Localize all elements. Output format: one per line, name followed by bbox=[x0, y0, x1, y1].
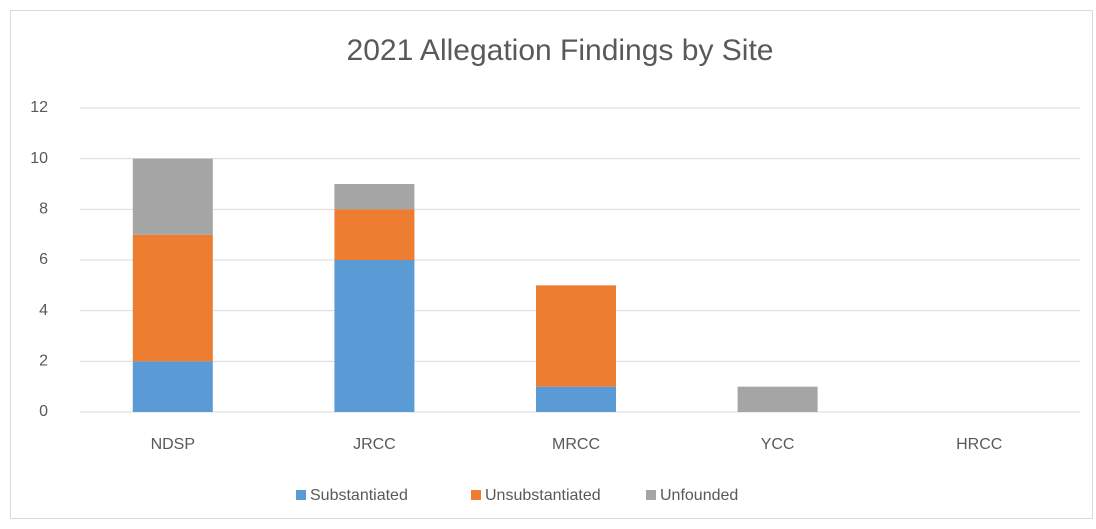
bar-segment bbox=[132, 234, 213, 362]
x-tick-label: HRCC bbox=[956, 436, 1002, 453]
y-tick-label: 10 bbox=[30, 150, 48, 167]
y-tick-label: 4 bbox=[39, 302, 48, 319]
bar-segment bbox=[334, 184, 415, 210]
bar-segment bbox=[132, 361, 213, 412]
bar-segment bbox=[334, 260, 415, 412]
y-tick-label: 2 bbox=[39, 353, 48, 370]
y-tick-label: 0 bbox=[39, 403, 48, 420]
x-tick-label: MRCC bbox=[552, 436, 600, 453]
legend-label: Substantiated bbox=[310, 487, 408, 504]
x-tick-label: JRCC bbox=[353, 436, 396, 453]
y-tick-label: 6 bbox=[39, 251, 48, 268]
x-tick-label: NDSP bbox=[151, 436, 195, 453]
legend-label: Unsubstantiated bbox=[485, 487, 601, 504]
legend-swatch bbox=[471, 490, 481, 500]
bar-segment bbox=[334, 209, 415, 260]
y-tick-label: 8 bbox=[39, 201, 48, 218]
legend-swatch bbox=[296, 490, 306, 500]
legend-swatch bbox=[646, 490, 656, 500]
bar-segment bbox=[737, 386, 818, 412]
bar-segment bbox=[536, 285, 616, 387]
x-tick-label: YCC bbox=[761, 436, 795, 453]
y-tick-label: 12 bbox=[30, 99, 48, 116]
chart-title: 2021 Allegation Findings by Site bbox=[347, 34, 774, 67]
bar-segment bbox=[132, 158, 213, 235]
bar-segment bbox=[536, 386, 616, 412]
legend-label: Unfounded bbox=[660, 487, 738, 504]
